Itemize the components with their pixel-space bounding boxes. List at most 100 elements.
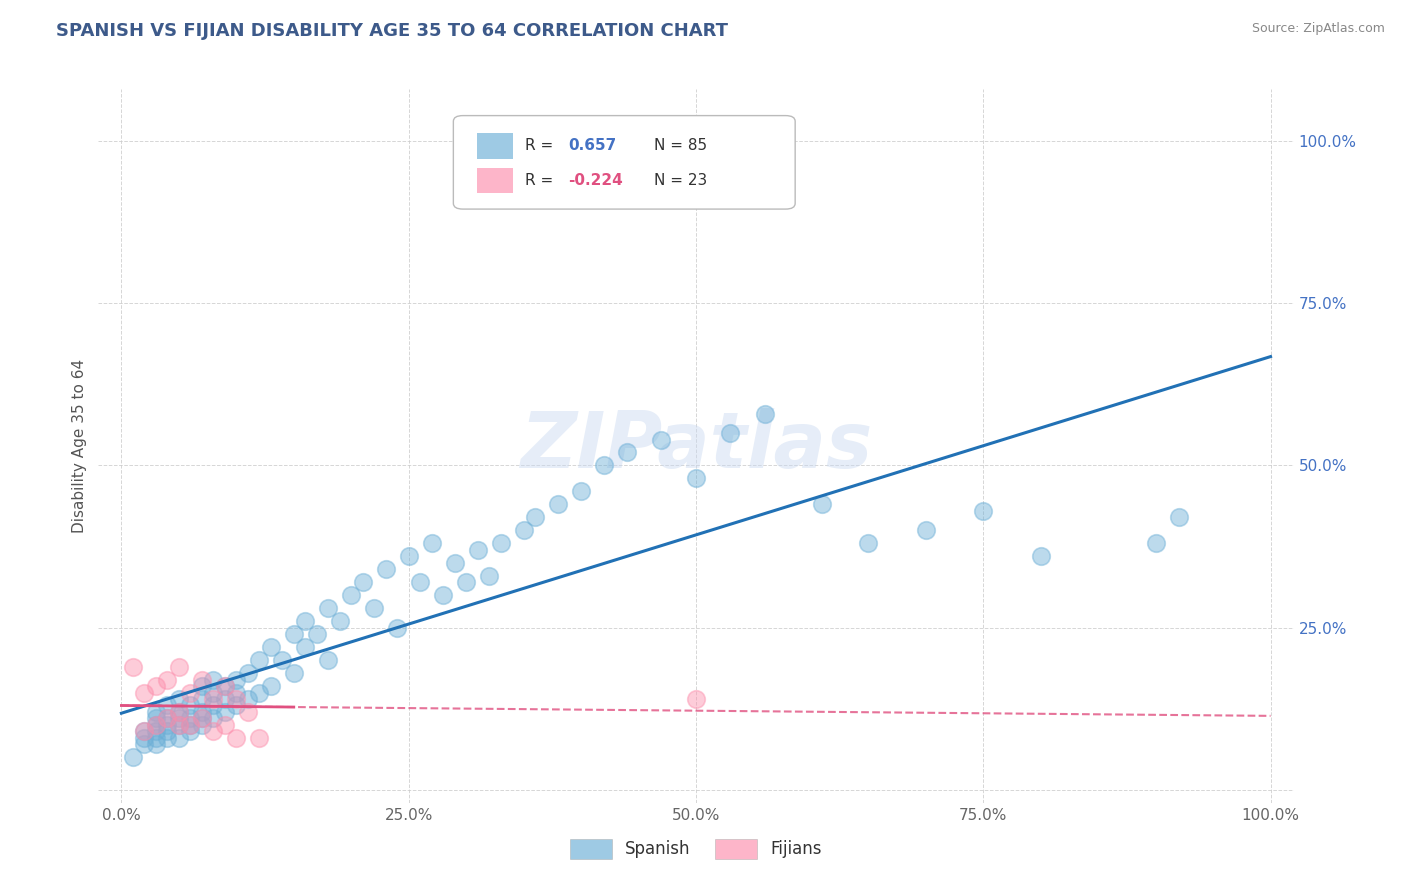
- Spanish: [616, 445, 638, 459]
- Spanish: [1144, 536, 1167, 550]
- Spanish: [524, 510, 547, 524]
- Spanish: [720, 425, 742, 440]
- Spanish: [569, 484, 592, 499]
- FancyBboxPatch shape: [453, 116, 796, 209]
- Spanish: [340, 588, 363, 602]
- Spanish: [156, 718, 179, 732]
- Spanish: [271, 653, 294, 667]
- Fijians: [214, 679, 236, 693]
- Text: N = 23: N = 23: [654, 173, 707, 188]
- Spanish: [191, 705, 214, 719]
- Spanish: [432, 588, 454, 602]
- Spanish: [214, 679, 236, 693]
- Fijians: [225, 731, 247, 745]
- Fijians: [145, 718, 167, 732]
- Fijians: [134, 685, 156, 699]
- Spanish: [179, 724, 201, 739]
- Fijians: [247, 731, 270, 745]
- Spanish: [191, 718, 214, 732]
- Fijians: [122, 659, 145, 673]
- Text: Source: ZipAtlas.com: Source: ZipAtlas.com: [1251, 22, 1385, 36]
- Spanish: [409, 575, 432, 590]
- Spanish: [145, 705, 167, 719]
- Spanish: [467, 542, 489, 557]
- Fijians: [167, 659, 190, 673]
- Spanish: [134, 724, 156, 739]
- Fijians: [685, 692, 707, 706]
- Spanish: [456, 575, 478, 590]
- Text: 0.657: 0.657: [568, 138, 616, 153]
- Spanish: [202, 698, 225, 713]
- Spanish: [1167, 510, 1189, 524]
- Spanish: [650, 433, 672, 447]
- Spanish: [179, 718, 201, 732]
- Spanish: [214, 692, 236, 706]
- Spanish: [316, 601, 339, 615]
- Spanish: [122, 750, 145, 764]
- Fijians: [167, 705, 190, 719]
- Text: -0.224: -0.224: [568, 173, 623, 188]
- Spanish: [134, 738, 156, 752]
- Text: R =: R =: [524, 173, 558, 188]
- Fijians: [202, 724, 225, 739]
- Spanish: [858, 536, 880, 550]
- Spanish: [316, 653, 339, 667]
- Fijians: [225, 692, 247, 706]
- Fijians: [134, 724, 156, 739]
- Fijians: [191, 673, 214, 687]
- Text: N = 85: N = 85: [654, 138, 707, 153]
- Y-axis label: Disability Age 35 to 64: Disability Age 35 to 64: [72, 359, 87, 533]
- Spanish: [134, 731, 156, 745]
- Spanish: [283, 627, 305, 641]
- Fijians: [202, 692, 225, 706]
- Spanish: [156, 698, 179, 713]
- Spanish: [811, 497, 834, 511]
- Spanish: [167, 711, 190, 725]
- Spanish: [385, 621, 409, 635]
- Spanish: [225, 685, 247, 699]
- Fijians: [191, 711, 214, 725]
- FancyBboxPatch shape: [477, 133, 513, 159]
- Spanish: [167, 731, 190, 745]
- Fijians: [156, 673, 179, 687]
- Spanish: [145, 718, 167, 732]
- Spanish: [374, 562, 396, 576]
- FancyBboxPatch shape: [477, 168, 513, 194]
- Fijians: [156, 711, 179, 725]
- Text: R =: R =: [524, 138, 558, 153]
- Fijians: [167, 718, 190, 732]
- Fijians: [179, 718, 201, 732]
- Spanish: [225, 698, 247, 713]
- Spanish: [283, 666, 305, 681]
- Fijians: [236, 705, 259, 719]
- Spanish: [593, 458, 616, 473]
- Spanish: [156, 731, 179, 745]
- Spanish: [294, 614, 316, 628]
- Fijians: [214, 718, 236, 732]
- Spanish: [145, 724, 167, 739]
- Spanish: [1029, 549, 1052, 564]
- Spanish: [167, 718, 190, 732]
- Spanish: [179, 698, 201, 713]
- Spanish: [443, 556, 465, 570]
- Text: ZIPatlas: ZIPatlas: [520, 408, 872, 484]
- Spanish: [294, 640, 316, 654]
- Spanish: [202, 685, 225, 699]
- Fijians: [179, 685, 201, 699]
- Spanish: [236, 666, 259, 681]
- Spanish: [685, 471, 707, 485]
- Spanish: [191, 679, 214, 693]
- Spanish: [145, 711, 167, 725]
- Spanish: [260, 640, 283, 654]
- Spanish: [398, 549, 420, 564]
- Spanish: [167, 692, 190, 706]
- Spanish: [167, 705, 190, 719]
- Spanish: [179, 711, 201, 725]
- Spanish: [202, 673, 225, 687]
- Spanish: [202, 711, 225, 725]
- Spanish: [236, 692, 259, 706]
- Spanish: [305, 627, 328, 641]
- Spanish: [260, 679, 283, 693]
- Spanish: [754, 407, 776, 421]
- Spanish: [247, 653, 270, 667]
